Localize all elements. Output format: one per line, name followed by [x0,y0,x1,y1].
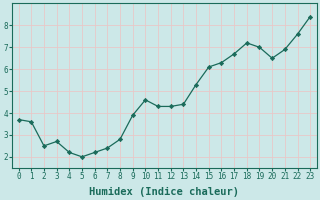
X-axis label: Humidex (Indice chaleur): Humidex (Indice chaleur) [89,186,239,197]
